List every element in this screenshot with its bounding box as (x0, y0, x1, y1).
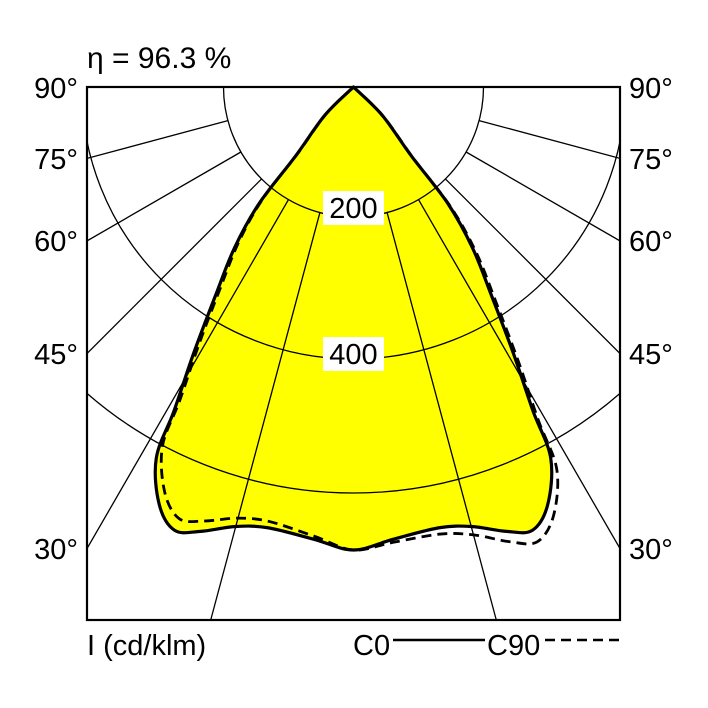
svg-text:I (cd/klm): I (cd/klm) (87, 630, 206, 662)
svg-text:200: 200 (329, 193, 377, 225)
svg-text:45°: 45° (629, 339, 673, 371)
svg-text:30°: 30° (629, 534, 673, 566)
svg-text:75°: 75° (629, 144, 673, 176)
svg-text:75°: 75° (34, 144, 78, 176)
svg-text:90°: 90° (629, 73, 673, 105)
svg-text:C0: C0 (353, 630, 390, 662)
svg-text:60°: 60° (34, 226, 78, 258)
svg-text:400: 400 (329, 339, 377, 371)
svg-text:η = 96.3 %: η = 96.3 % (87, 42, 231, 75)
svg-text:60°: 60° (629, 226, 673, 258)
svg-text:90°: 90° (34, 73, 78, 105)
svg-text:C90: C90 (487, 630, 540, 662)
svg-text:45°: 45° (34, 339, 78, 371)
svg-text:30°: 30° (34, 534, 78, 566)
